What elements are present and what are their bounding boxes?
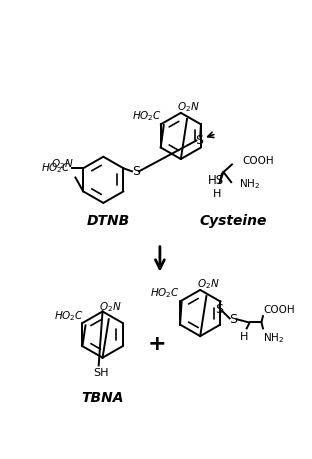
Text: $HO_2C$: $HO_2C$ (54, 309, 84, 323)
Text: S: S (229, 313, 237, 326)
Text: H: H (239, 331, 248, 341)
Text: $O_2N$: $O_2N$ (177, 100, 200, 113)
Text: S: S (195, 134, 203, 147)
Text: Cysteine: Cysteine (199, 213, 266, 228)
Text: S: S (215, 303, 223, 316)
Text: SH: SH (93, 369, 109, 379)
Text: NH$_2$: NH$_2$ (263, 331, 284, 345)
Text: NH$_2$: NH$_2$ (239, 178, 260, 191)
Text: COOH: COOH (263, 305, 295, 314)
Text: TBNA: TBNA (81, 391, 124, 405)
Text: $O_2N$: $O_2N$ (51, 157, 74, 171)
Text: DTNB: DTNB (87, 213, 130, 228)
Text: $HO_2C$: $HO_2C$ (150, 286, 180, 300)
Text: S: S (132, 165, 140, 178)
Text: +: + (148, 334, 166, 354)
Text: $HO_2C$: $HO_2C$ (41, 162, 71, 175)
Text: $O_2N$: $O_2N$ (197, 277, 219, 291)
Text: $O_2N$: $O_2N$ (99, 300, 122, 314)
Text: $HO_2C$: $HO_2C$ (132, 109, 162, 123)
Text: H: H (213, 189, 222, 199)
Text: HS: HS (208, 174, 224, 187)
Text: COOH: COOH (243, 156, 275, 166)
